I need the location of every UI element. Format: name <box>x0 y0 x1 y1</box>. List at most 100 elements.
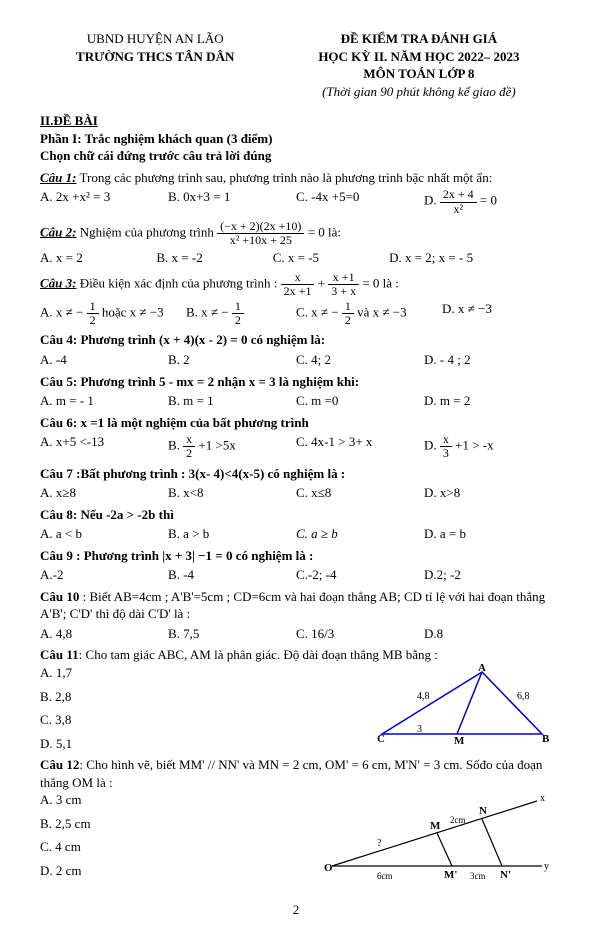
q5-options: A. m = - 1 B. m = 1 C. m =0 D. m = 2 <box>40 392 552 410</box>
q8-D: D. a = b <box>424 525 552 543</box>
q5-D: D. m = 2 <box>424 392 552 410</box>
q4-D: D. - 4 ; 2 <box>424 351 552 369</box>
q8-prompt: Câu 8: Nếu -2a > -2b thì <box>40 506 552 524</box>
q6-A: A. x+5 <-13 <box>40 433 168 460</box>
q6-D: D. x3 +1 > -x <box>424 433 552 460</box>
q3-B: B. x ≠ − 12 <box>186 300 296 327</box>
svg-text:6cm: 6cm <box>377 871 393 881</box>
q4-C: C. 4; 2 <box>296 351 424 369</box>
q1-C: C. -4x +5=0 <box>296 188 424 215</box>
q4-A: A. -4 <box>40 351 168 369</box>
q6-B: B. x2 +1 >5x <box>168 433 296 460</box>
q2-D: D. x = 2; x = - 5 <box>389 249 552 267</box>
q12-row: A. 3 cm B. 2,5 cm C. 4 cm D. 2 cm O M N … <box>40 791 552 891</box>
section-title: II.ĐỀ BÀI <box>40 112 552 130</box>
svg-text:C: C <box>377 733 385 745</box>
q9-prompt: Câu 9 : Phương trình |x + 3| −1 = 0 có n… <box>40 547 552 565</box>
term: HỌC KỲ II. NĂM HỌC 2022– 2023 <box>286 48 552 66</box>
q7-D: D. x>8 <box>424 484 552 502</box>
q10-B: B. 7,5 <box>168 625 296 643</box>
q4-B: B. 2 <box>168 351 296 369</box>
q11-A: A. 1,7 <box>40 664 160 682</box>
q2-A: A. x = 2 <box>40 249 156 267</box>
q12-prompt: Câu 12: Cho hình vẽ, biết MM' // NN' và … <box>40 756 552 791</box>
q11-B: B. 2,8 <box>40 688 160 706</box>
q5-B: B. m = 1 <box>168 392 296 410</box>
q3-C: C. x ≠ − 12 và x ≠ −3 <box>296 300 442 327</box>
q6-C: C. 4x-1 > 3+ x <box>296 433 424 460</box>
instruction: Chọn chữ cái đứng trước câu trả lời đúng <box>40 147 552 165</box>
svg-text:O: O <box>324 862 333 874</box>
q4-options: A. -4 B. 2 C. 4; 2 D. - 4 ; 2 <box>40 351 552 369</box>
svg-text:B: B <box>542 733 550 745</box>
svg-text:6,8: 6,8 <box>517 691 530 702</box>
svg-text:4,8: 4,8 <box>417 691 430 702</box>
q9-options: A.-2 B. -4 C.-2; -4 D.2; -2 <box>40 566 552 584</box>
q3-prompt: Câu 3: Điều kiện xác định của phương trì… <box>40 271 552 298</box>
q9-A: A.-2 <box>40 566 168 584</box>
q1-A: A. 2x +x² = 3 <box>40 188 168 215</box>
svg-text:N: N <box>479 805 487 817</box>
q7-C: C. x≤8 <box>296 484 424 502</box>
header-left: UBND HUYỆN AN LÃO TRƯỜNG THCS TÂN DÂN <box>40 30 270 100</box>
svg-text:M: M <box>430 820 441 832</box>
q10-A: A. 4,8 <box>40 625 168 643</box>
page-number: 2 <box>40 901 552 919</box>
q11-figure: A C B M 4,8 6,8 3 <box>372 664 552 749</box>
q11-row: A. 1,7 B. 2,8 C. 3,8 D. 5,1 A C B M 4,8 … <box>40 664 552 752</box>
header-right: ĐỀ KIỂM TRA ĐÁNH GIÁ HỌC KỲ II. NĂM HỌC … <box>286 30 552 100</box>
q12-D: D. 2 cm <box>40 862 160 880</box>
q7-options: A. x≥8 B. x<8 C. x≤8 D. x>8 <box>40 484 552 502</box>
q1-D: D. 2x + 4x² = 0 <box>424 188 552 215</box>
svg-text:3cm: 3cm <box>470 871 486 881</box>
q11-C: C. 3,8 <box>40 711 160 729</box>
q10-D: D.8 <box>424 625 552 643</box>
q8-options: A. a < b B. a > b C. a ≥ b D. a = b <box>40 525 552 543</box>
q7-B: B. x<8 <box>168 484 296 502</box>
q1-prompt: Câu 1: Câu 1: Trong các phương trình sau… <box>40 169 552 187</box>
q6-prompt: Câu 6: x =1 là một nghiệm của bất phương… <box>40 414 552 432</box>
page-header: UBND HUYỆN AN LÃO TRƯỜNG THCS TÂN DÂN ĐỀ… <box>40 30 552 100</box>
q9-D: D.2; -2 <box>424 566 552 584</box>
q8-B: B. a > b <box>168 525 296 543</box>
q2-C: C. x = -5 <box>273 249 389 267</box>
q6-options: A. x+5 <-13 B. x2 +1 >5x C. 4x-1 > 3+ x … <box>40 433 552 460</box>
exam-title: ĐỀ KIỂM TRA ĐÁNH GIÁ <box>286 30 552 48</box>
school: TRƯỜNG THCS TÂN DÂN <box>40 48 270 66</box>
svg-text:M: M <box>454 735 465 747</box>
part-title: Phần I: Trắc nghiệm khách quan (3 điểm) <box>40 130 552 148</box>
q11-D: D. 5,1 <box>40 735 160 753</box>
subject: MÔN TOÁN LỚP 8 <box>286 65 552 83</box>
svg-text:3: 3 <box>417 724 422 735</box>
q12-C: C. 4 cm <box>40 838 160 856</box>
q11-options: A. 1,7 B. 2,8 C. 3,8 D. 5,1 <box>40 664 160 752</box>
q12-options: A. 3 cm B. 2,5 cm C. 4 cm D. 2 cm <box>40 791 160 879</box>
q3-A: A. x ≠ − 12 hoặc x ≠ −3 <box>40 300 186 327</box>
svg-text:y: y <box>544 861 549 872</box>
svg-text:N': N' <box>500 869 511 881</box>
q8-C: C. a ≥ b <box>296 525 424 543</box>
issuer: UBND HUYỆN AN LÃO <box>40 30 270 48</box>
q7-A: A. x≥8 <box>40 484 168 502</box>
q3-D: D. x ≠ −3 <box>442 300 552 327</box>
duration: (Thời gian 90 phút không kể giao đề) <box>286 83 552 101</box>
q10-C: C. 16/3 <box>296 625 424 643</box>
q9-B: B. -4 <box>168 566 296 584</box>
q9-C: C.-2; -4 <box>296 566 424 584</box>
q5-C: C. m =0 <box>296 392 424 410</box>
q4-prompt: Câu 4: Phương trình (x + 4)(x - 2) = 0 c… <box>40 331 552 349</box>
q12-B: B. 2,5 cm <box>40 815 160 833</box>
q10-options: A. 4,8 B. 7,5 C. 16/3 D.8 <box>40 625 552 643</box>
q2-prompt: Câu 2: Câu 2: Nghiệm của phương trình Ng… <box>40 220 552 247</box>
q10-prompt: Câu 10 : Biết AB=4cm ; A'B'=5cm ; CD=6cm… <box>40 588 552 623</box>
q3-options: A. x ≠ − 12 hoặc x ≠ −3 B. x ≠ − 12 C. x… <box>40 300 552 327</box>
q2-B: B. x = -2 <box>156 249 272 267</box>
svg-text:x: x <box>540 793 545 804</box>
q1-options: A. 2x +x² = 3 B. 0x+3 = 1 C. -4x +5=0 D.… <box>40 188 552 215</box>
svg-text:A: A <box>478 664 486 674</box>
q5-A: A. m = - 1 <box>40 392 168 410</box>
q2-options: A. x = 2 B. x = -2 C. x = -5 D. x = 2; x… <box>40 249 552 267</box>
svg-text:M': M' <box>444 869 457 881</box>
q5-prompt: Câu 5: Phương trình 5 - mx = 2 nhận x = … <box>40 373 552 391</box>
q12-A: A. 3 cm <box>40 791 160 809</box>
